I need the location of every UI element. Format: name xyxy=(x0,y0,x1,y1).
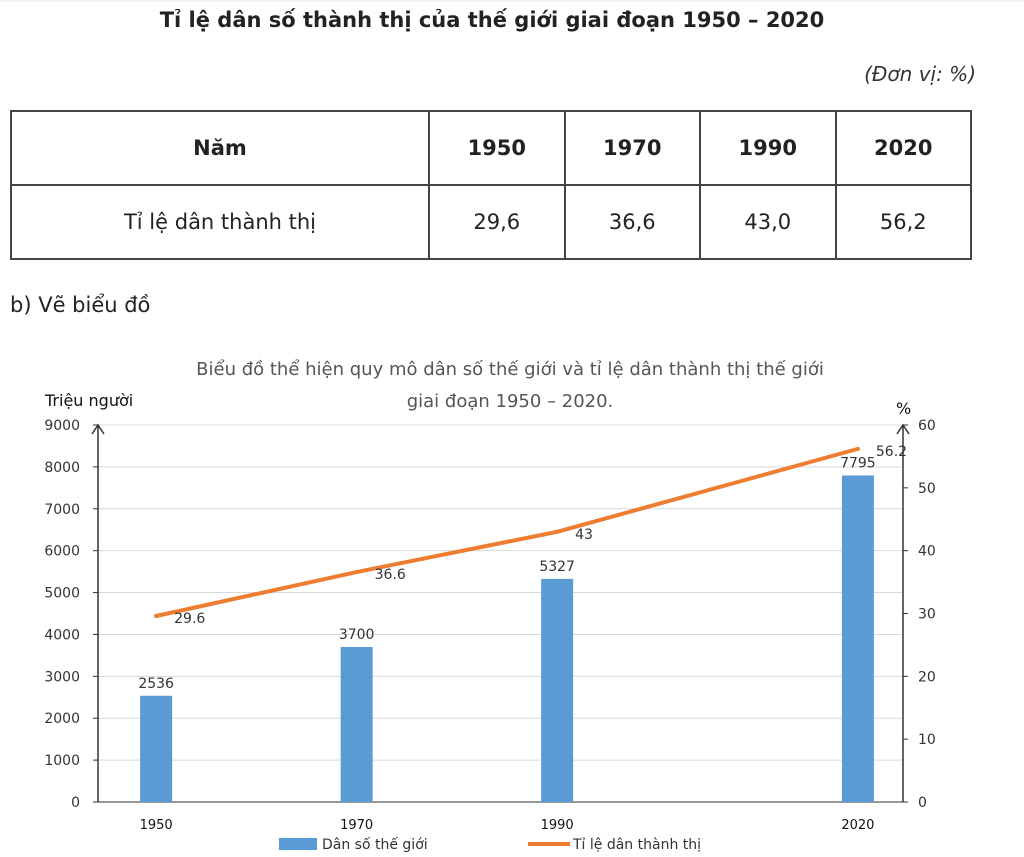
left-tick-label: 1000 xyxy=(44,753,80,769)
left-tick-label: 2000 xyxy=(44,711,80,727)
table-header-row: Năm 1950 1970 1990 2020 xyxy=(10,110,972,186)
table-cell: 43,0 xyxy=(699,184,837,260)
table-cell: 56,2 xyxy=(834,184,972,260)
line-data-label: 43 xyxy=(575,527,593,543)
right-tick-label: 40 xyxy=(918,544,936,560)
document-title: Tỉ lệ dân số thành thị của thế giới giai… xyxy=(159,8,825,32)
left-tick-label: 5000 xyxy=(44,586,80,602)
right-axis-label: % xyxy=(896,399,911,418)
left-axis-label: Triệu người xyxy=(44,391,133,410)
x-tick-label: 1950 xyxy=(140,818,173,833)
table-header-cell: 1950 xyxy=(428,110,566,186)
data-table: Năm 1950 1970 1990 2020 Tỉ lệ dân thành … xyxy=(10,110,972,260)
combo-chart: Biểu đồ thể hiện quy mô dân số thế giới … xyxy=(44,359,936,853)
left-tick-label: 8000 xyxy=(44,460,80,476)
right-axis-arrow-icon xyxy=(896,423,910,435)
left-tick-label: 9000 xyxy=(44,418,80,434)
bar-data-label: 7795 xyxy=(840,455,876,471)
left-axis-arrow-icon xyxy=(91,423,105,435)
table-cell: 36,6 xyxy=(563,184,701,260)
bar-data-label: 5327 xyxy=(539,559,575,575)
left-tick-label: 4000 xyxy=(44,627,80,643)
top-divider xyxy=(0,0,1024,2)
line-point xyxy=(855,446,860,451)
x-tick-label: 2020 xyxy=(841,818,874,833)
unit-note: (Đơn vị: %) xyxy=(864,62,976,86)
right-tick-label: 20 xyxy=(918,669,936,685)
legend-line-label: Tỉ lệ dân thành thị xyxy=(572,837,701,853)
line-point xyxy=(555,529,560,534)
right-tick-label: 30 xyxy=(918,607,936,623)
table-header-cell: 1990 xyxy=(699,110,837,186)
line-point xyxy=(354,570,359,575)
left-tick-label: 0 xyxy=(71,795,80,811)
section-subheading: b) Vẽ biểu đồ xyxy=(10,293,151,317)
line-series xyxy=(154,446,860,619)
bar xyxy=(340,647,373,802)
right-tick-label: 0 xyxy=(918,795,927,811)
table-header-cell: 1970 xyxy=(563,110,701,186)
right-tick-label: 10 xyxy=(918,732,936,748)
right-tick-label: 50 xyxy=(918,481,936,497)
table-header-cell: 2020 xyxy=(834,110,972,186)
table-row-label: Tỉ lệ dân thành thị xyxy=(10,184,430,260)
left-tick-label: 3000 xyxy=(44,669,80,685)
table-cell: 29,6 xyxy=(428,184,566,260)
bar xyxy=(140,695,173,802)
bar-data-label: 2536 xyxy=(138,676,174,692)
bar xyxy=(541,578,574,802)
line-point xyxy=(154,614,159,619)
chart-title-line: Biểu đồ thể hiện quy mô dân số thế giới … xyxy=(196,359,824,380)
legend-bar-swatch xyxy=(279,838,317,850)
table-header-cell: Năm xyxy=(10,110,430,186)
line-data-label: 29.6 xyxy=(174,611,205,627)
table-row: Tỉ lệ dân thành thị 29,6 36,6 43,0 56,2 xyxy=(10,184,972,260)
left-tick-label: 7000 xyxy=(44,502,80,518)
left-tick-label: 6000 xyxy=(44,544,80,560)
x-tick-label: 1990 xyxy=(541,818,574,833)
line-data-label: 36.6 xyxy=(375,567,406,583)
chart-title-line: giai đoạn 1950 – 2020. xyxy=(407,391,614,412)
right-tick-label: 60 xyxy=(918,418,936,434)
x-tick-label: 1970 xyxy=(340,818,373,833)
bar-data-label: 3700 xyxy=(339,627,375,643)
legend-bar-label: Dân số thế giới xyxy=(322,836,428,853)
line-data-label: 56.2 xyxy=(876,444,907,460)
bar xyxy=(841,475,874,802)
